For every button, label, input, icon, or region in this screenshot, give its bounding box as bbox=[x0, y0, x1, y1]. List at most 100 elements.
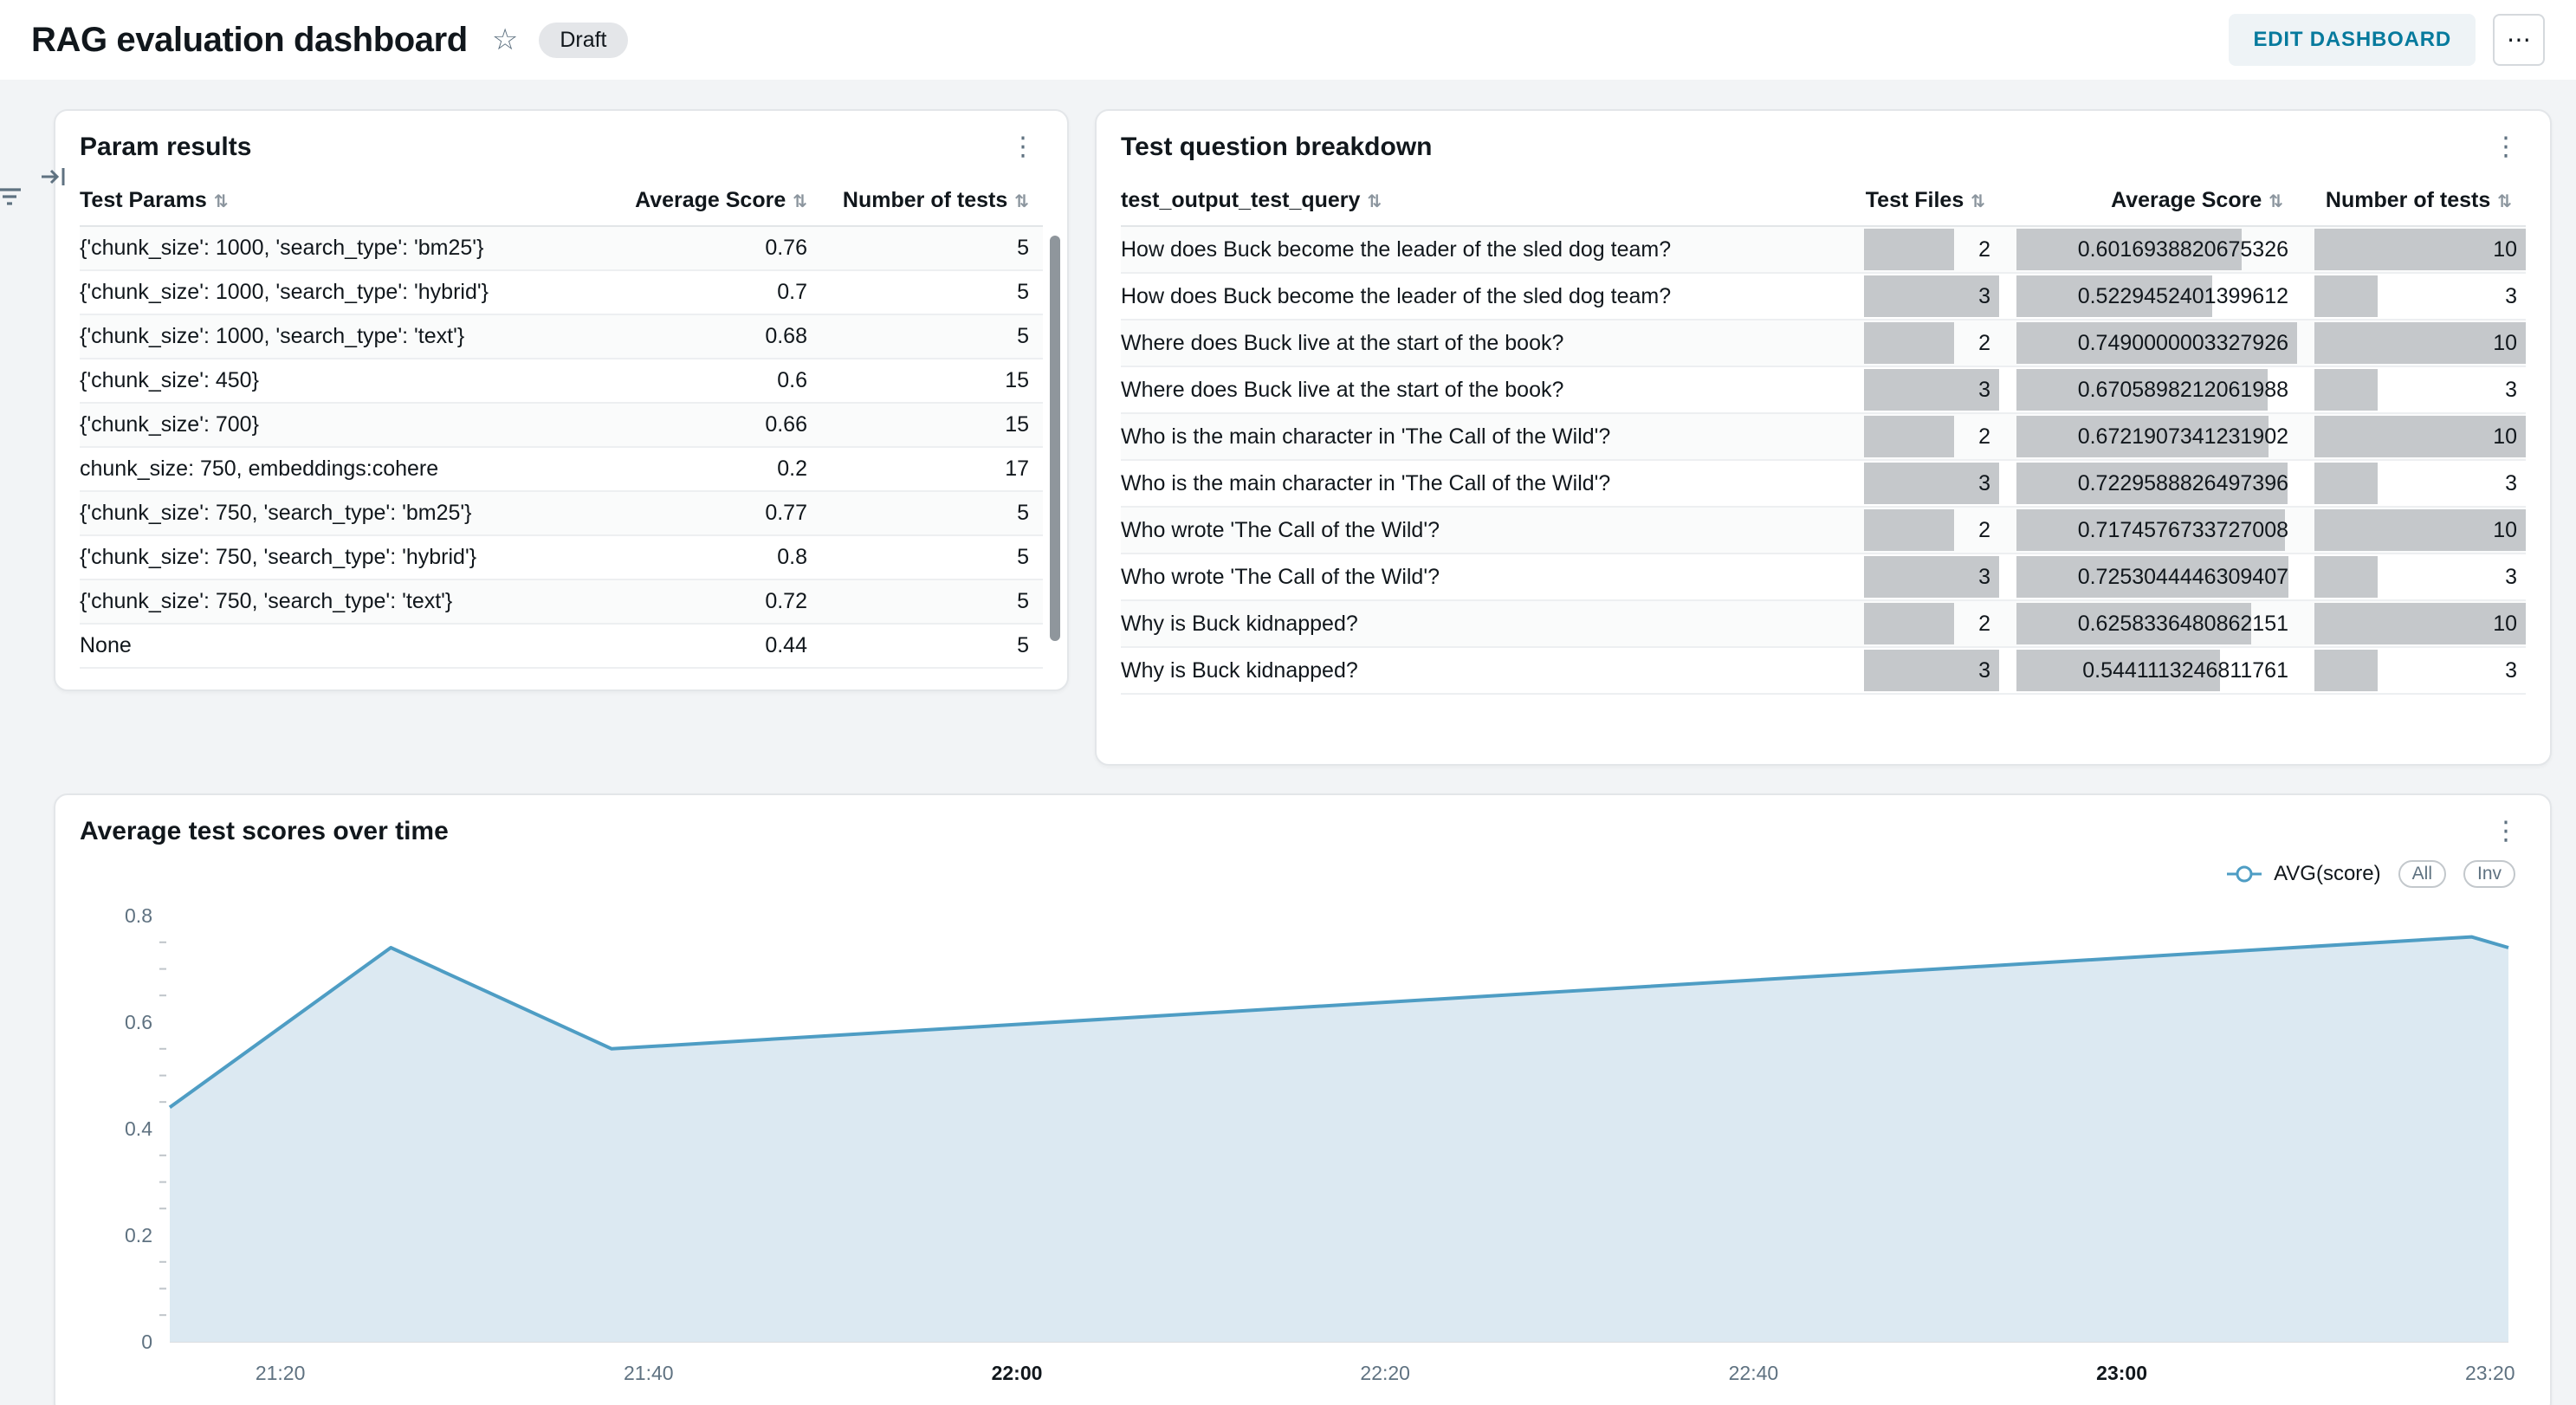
scrollbar-thumb[interactable] bbox=[1050, 236, 1060, 641]
test-files-cell: 3 bbox=[1847, 273, 1999, 320]
header-overflow-button[interactable]: ⋯ bbox=[2493, 14, 2545, 66]
column-header-label: Average Score bbox=[2111, 188, 2262, 212]
number-of-tests-cell: 5 bbox=[821, 491, 1043, 536]
bar-value: 10 bbox=[2493, 612, 2517, 636]
data-bar bbox=[2016, 603, 2251, 644]
avg-score-cell: 0.6016938820675326 bbox=[1999, 226, 2297, 274]
bar-value: 0.7174576733727008 bbox=[2077, 518, 2288, 542]
bar-value: 0.7229588826497396 bbox=[2077, 471, 2288, 495]
num-tests-cell: 3 bbox=[2297, 366, 2526, 414]
card-menu-icon[interactable]: ⋮ bbox=[2486, 132, 2526, 162]
column-header-number-of-tests[interactable]: Number of tests ⇅ bbox=[821, 176, 1043, 227]
num-tests-cell: 3 bbox=[2297, 273, 2526, 320]
bar-value: 2 bbox=[1978, 518, 1990, 542]
test-files-cell: 2 bbox=[1847, 413, 1999, 461]
column-header-number-of-tests[interactable]: Number of tests ⇅ bbox=[2297, 176, 2526, 227]
num-tests-cell: 10 bbox=[2297, 600, 2526, 648]
data-bar bbox=[2314, 556, 2379, 598]
column-header-test-output-test-query[interactable]: test_output_test_query ⇅ bbox=[1121, 176, 1847, 227]
data-bar bbox=[2016, 229, 2243, 270]
legend-invert-button[interactable]: Inv bbox=[2463, 860, 2515, 888]
data-bar bbox=[2016, 369, 2268, 411]
number-of-tests-cell: 15 bbox=[821, 359, 1043, 404]
column-header-average-score[interactable]: Average Score ⇅ bbox=[1999, 176, 2297, 227]
svg-text:0.8: 0.8 bbox=[125, 904, 152, 927]
column-header-average-score[interactable]: Average Score ⇅ bbox=[627, 176, 821, 227]
bar-value: 3 bbox=[2505, 565, 2517, 589]
bar-value: 2 bbox=[1978, 237, 1990, 262]
param-row: {'chunk_size': 750, 'search_type': 'hybr… bbox=[80, 535, 1043, 580]
num-tests-cell: 10 bbox=[2297, 507, 2526, 554]
param-results-card: Param results ⋮ Test Params ⇅ Average Scor… bbox=[54, 109, 1069, 691]
bar-value: 0.7253044446309407 bbox=[2077, 565, 2288, 589]
sort-icon: ⇅ bbox=[1014, 192, 1029, 211]
card-menu-icon[interactable]: ⋮ bbox=[1003, 132, 1043, 162]
avg-score-cell: 0.7253044446309407 bbox=[1999, 554, 2297, 601]
number-of-tests-cell: 5 bbox=[821, 579, 1043, 625]
question-row: Where does Buck live at the start of the… bbox=[1121, 366, 2526, 414]
data-bar bbox=[2016, 275, 2213, 317]
svg-text:22:40: 22:40 bbox=[1729, 1362, 1779, 1384]
avg-score-cell: 0.6721907341231902 bbox=[1999, 413, 2297, 461]
avg-score-cell: 0.7490000003327926 bbox=[1999, 320, 2297, 367]
avg-score-cell: 0.5441113246811761 bbox=[1999, 647, 2297, 695]
question-row: Why is Buck kidnapped? 3 0.544111324681176… bbox=[1121, 647, 2526, 695]
svg-text:21:20: 21:20 bbox=[256, 1362, 306, 1384]
query-cell: Who wrote 'The Call of the Wild'? bbox=[1121, 554, 1847, 601]
average-score-cell: 0.7 bbox=[627, 270, 821, 315]
test-params-cell: None bbox=[80, 624, 627, 669]
test-files-cell: 2 bbox=[1847, 507, 1999, 554]
line-marker-icon bbox=[2227, 865, 2262, 883]
favorite-star-icon[interactable]: ☆ bbox=[491, 23, 519, 56]
data-bar bbox=[2314, 369, 2379, 411]
question-breakdown-card: Test question breakdown ⋮ test_output_te… bbox=[1095, 109, 2552, 766]
query-cell: How does Buck become the leader of the s… bbox=[1121, 226, 1847, 274]
question-row: Where does Buck live at the start of the… bbox=[1121, 320, 2526, 367]
bar-value: 3 bbox=[1978, 378, 1990, 402]
card-menu-icon[interactable]: ⋮ bbox=[2486, 816, 2526, 846]
test-params-cell: {'chunk_size': 1000, 'search_type': 'tex… bbox=[80, 314, 627, 359]
param-row: {'chunk_size': 1000, 'search_type': 'hyb… bbox=[80, 270, 1043, 315]
param-row: {'chunk_size': 1000, 'search_type': 'tex… bbox=[80, 314, 1043, 359]
dashboard-content: Param results ⋮ Test Params ⇅ Average Scor… bbox=[0, 80, 2576, 1405]
number-of-tests-cell: 5 bbox=[821, 314, 1043, 359]
bar-value: 3 bbox=[2505, 378, 2517, 402]
data-bar bbox=[2016, 650, 2221, 691]
scores-over-time-chart[interactable]: 0 0.2 0.4 0.6 0.8 21:20 21:40 22:00 22:20 22:40 23… bbox=[80, 895, 2526, 1394]
sort-icon: ⇅ bbox=[1367, 192, 1382, 211]
bar-value: 2 bbox=[1978, 424, 1990, 449]
svg-text:0.6: 0.6 bbox=[125, 1011, 152, 1033]
average-score-cell: 0.6 bbox=[627, 359, 821, 404]
panel-expand-icon[interactable] bbox=[42, 166, 66, 187]
filter-icon[interactable] bbox=[0, 187, 21, 206]
data-bar bbox=[2314, 463, 2379, 504]
data-bar bbox=[1864, 229, 1955, 270]
legend-all-button[interactable]: All bbox=[2398, 860, 2446, 888]
bar-value: 0.6258336480862151 bbox=[2077, 612, 2288, 636]
table-scrollbar[interactable] bbox=[1050, 236, 1060, 679]
test-params-cell: {'chunk_size': 450} bbox=[80, 359, 627, 404]
bar-value: 10 bbox=[2493, 518, 2517, 542]
edit-dashboard-button[interactable]: EDIT DASHBOARD bbox=[2229, 14, 2476, 66]
data-bar bbox=[2016, 322, 2297, 364]
data-bar bbox=[2314, 650, 2379, 691]
legend-item-avg-score[interactable]: AVG(score) bbox=[2225, 862, 2381, 886]
data-bar bbox=[2314, 416, 2526, 457]
sort-icon: ⇅ bbox=[2497, 192, 2512, 211]
bar-value: 2 bbox=[1978, 612, 1990, 636]
question-row: How does Buck become the leader of the s… bbox=[1121, 273, 2526, 320]
column-header-test-params[interactable]: Test Params ⇅ bbox=[80, 176, 627, 227]
column-header-label: Number of tests bbox=[842, 188, 1008, 212]
status-badge: Draft bbox=[539, 22, 628, 58]
question-row: Why is Buck kidnapped? 2 0.625833648086215… bbox=[1121, 600, 2526, 648]
test-params-cell: {'chunk_size': 700} bbox=[80, 403, 627, 448]
data-bar bbox=[2314, 509, 2526, 551]
param-row: {'chunk_size': 450} 0.6 15 bbox=[80, 359, 1043, 404]
sort-icon: ⇅ bbox=[213, 192, 229, 211]
bar-value: 3 bbox=[1978, 284, 1990, 308]
column-header-test-files[interactable]: Test Files ⇅ bbox=[1847, 176, 1999, 227]
column-header-label: test_output_test_query bbox=[1121, 188, 1361, 212]
average-score-cell: 0.66 bbox=[627, 403, 821, 448]
bar-value: 10 bbox=[2493, 424, 2517, 449]
average-score-cell: 0.76 bbox=[627, 226, 821, 271]
